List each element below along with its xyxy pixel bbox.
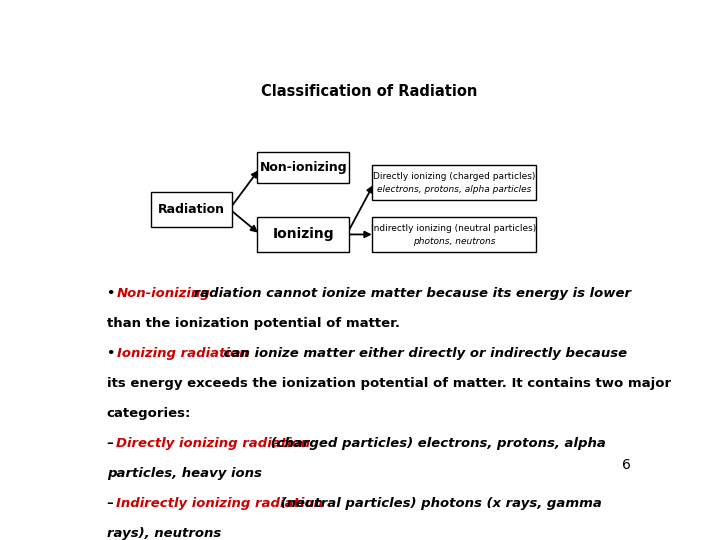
Text: Directly ionizing radiation: Directly ionizing radiation — [115, 437, 310, 450]
Text: categories:: categories: — [107, 407, 191, 420]
Text: •: • — [107, 347, 120, 360]
Text: Ionizing radiation: Ionizing radiation — [117, 347, 248, 360]
Text: Non-ionizing: Non-ionizing — [117, 287, 210, 300]
Text: Radiation: Radiation — [158, 203, 225, 216]
Text: Non-ionizing: Non-ionizing — [260, 161, 347, 174]
FancyBboxPatch shape — [258, 217, 349, 252]
Text: Indirectly ionizing (neutral particles): Indirectly ionizing (neutral particles) — [372, 224, 536, 233]
Text: (charged particles) electrons, protons, alpha: (charged particles) electrons, protons, … — [266, 437, 606, 450]
Text: photons, neutrons: photons, neutrons — [413, 237, 495, 246]
FancyBboxPatch shape — [151, 192, 233, 227]
Text: particles, heavy ions: particles, heavy ions — [107, 467, 261, 480]
Text: •: • — [107, 287, 120, 300]
Text: electrons, protons, alpha particles: electrons, protons, alpha particles — [377, 185, 531, 194]
Text: Ionizing: Ionizing — [273, 227, 334, 241]
Text: Classification of Radiation: Classification of Radiation — [261, 84, 477, 98]
Text: 6: 6 — [622, 458, 631, 472]
FancyBboxPatch shape — [372, 217, 536, 252]
Text: can ionize matter either directly or indirectly because: can ionize matter either directly or ind… — [219, 347, 627, 360]
Text: –: – — [107, 437, 118, 450]
Text: rays), neutrons: rays), neutrons — [107, 526, 221, 540]
Text: radiation cannot ionize matter because its energy is lower: radiation cannot ionize matter because i… — [189, 287, 631, 300]
Text: Indirectly ionizing radiation: Indirectly ionizing radiation — [115, 497, 323, 510]
Text: than the ionization potential of matter.: than the ionization potential of matter. — [107, 317, 400, 330]
Text: its energy exceeds the ionization potential of matter. It contains two major: its energy exceeds the ionization potent… — [107, 377, 671, 390]
Text: (neutral particles) photons (x rays, gamma: (neutral particles) photons (x rays, gam… — [276, 497, 602, 510]
FancyBboxPatch shape — [258, 152, 349, 183]
Text: Directly ionizing (charged particles): Directly ionizing (charged particles) — [373, 172, 535, 181]
FancyBboxPatch shape — [372, 165, 536, 200]
Text: –: – — [107, 497, 118, 510]
